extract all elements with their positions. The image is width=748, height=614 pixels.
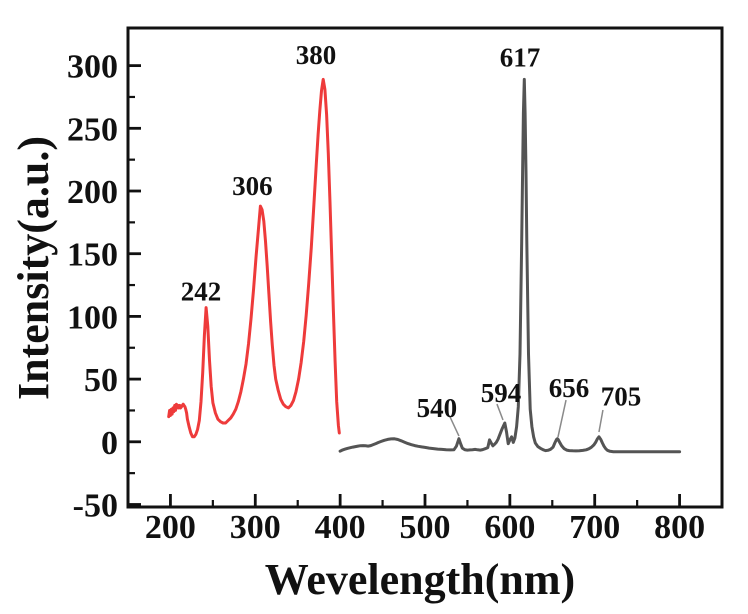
x-tick-label: 600 <box>484 509 535 546</box>
peak-label-705: 705 <box>601 382 642 412</box>
peak-leader-line-656 <box>557 399 567 438</box>
x-tick-labels: 200 300 400 500 600 700 800 <box>145 509 705 546</box>
peak-label-306: 306 <box>232 171 273 201</box>
peak-leader-line-540 <box>449 416 460 437</box>
peak-label-656: 656 <box>549 373 590 403</box>
spectra-curves <box>167 77 682 454</box>
peak-label-540: 540 <box>417 393 458 423</box>
plot-frame <box>126 26 724 509</box>
gray-emission-spectrum <box>338 77 682 454</box>
y-tick-label: 200 <box>67 174 118 211</box>
peak-annotations: 242 306 380 617 540 594 656 705 <box>181 40 642 438</box>
peak-label-380: 380 <box>296 40 337 70</box>
y-tick-label: 0 <box>101 425 118 462</box>
x-tick-label: 500 <box>400 509 451 546</box>
y-tick-label: 100 <box>67 299 118 336</box>
y-tick-label: 50 <box>84 362 118 399</box>
peak-label-242: 242 <box>181 276 222 306</box>
peak-label-617: 617 <box>500 42 541 72</box>
y-tick-label: 150 <box>67 237 118 274</box>
y-tick-label: -50 <box>73 487 118 524</box>
red-excitation-spectrum <box>167 77 341 439</box>
x-axis-title: Wevelength(nm) <box>265 555 575 604</box>
y-axis-title: Intensity(a.u.) <box>9 136 58 400</box>
y-tick-label: 300 <box>67 49 118 86</box>
y-tick-label: 250 <box>67 111 118 148</box>
peak-leader-line-594 <box>496 403 504 421</box>
x-tick-label: 800 <box>654 509 705 546</box>
peak-label-594: 594 <box>481 378 522 408</box>
x-tick-label: 200 <box>145 509 196 546</box>
x-tick-label: 400 <box>315 509 366 546</box>
x-tick-label: 700 <box>569 509 620 546</box>
x-tick-label: 300 <box>230 509 281 546</box>
y-tick-labels: -50 0 50 100 150 200 250 300 <box>67 49 118 525</box>
peak-leader-line-705 <box>598 409 604 433</box>
